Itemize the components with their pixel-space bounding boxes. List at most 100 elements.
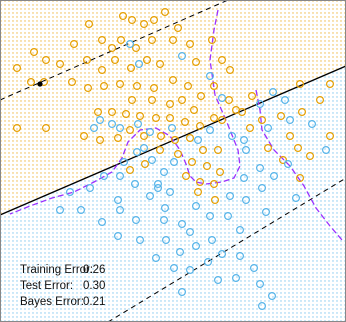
orange-class-point: [128, 16, 137, 25]
orange-class-point: [97, 65, 106, 74]
orange-class-point: [41, 55, 50, 64]
blue-class-point: [160, 168, 169, 177]
blue-class-point: [236, 252, 245, 261]
orange-class-point: [210, 81, 219, 90]
blue-class-point: [115, 123, 124, 132]
orange-class-point: [178, 95, 187, 104]
blue-class-point: [132, 216, 141, 225]
svm-margin-line-1: [0, 0, 229, 101]
orange-class-point: [203, 162, 212, 171]
blue-class-point: [226, 192, 235, 201]
blue-class-point: [270, 172, 279, 181]
orange-class-point: [296, 174, 305, 183]
orange-class-point: [210, 180, 219, 189]
orange-class-point: [116, 35, 125, 44]
orange-class-point: [226, 65, 235, 74]
blue-class-point: [308, 119, 317, 128]
blue-class-point: [242, 146, 251, 155]
blue-class-point: [178, 51, 187, 60]
blue-class-point: [168, 123, 177, 132]
orange-class-point: [150, 83, 159, 92]
blue-class-point: [186, 228, 195, 237]
training-error-label: Training Error:: [20, 264, 94, 276]
orange-class-point: [150, 16, 159, 25]
blue-class-point: [107, 119, 116, 128]
orange-class-point: [174, 24, 183, 33]
orange-class-point: [84, 20, 93, 29]
blue-class-point: [256, 99, 265, 108]
orange-class-point: [296, 79, 305, 88]
orange-class-point: [190, 105, 199, 114]
blue-class-point: [146, 128, 155, 137]
orange-class-point: [186, 39, 195, 48]
orange-class-point: [211, 196, 220, 205]
blue-class-point: [113, 196, 122, 205]
orange-class-point: [264, 144, 273, 153]
orange-class-point: [184, 81, 193, 90]
orange-class-point: [277, 111, 286, 120]
blue-class-point: [161, 204, 170, 213]
orange-class-point: [197, 91, 206, 100]
orange-class-point: [148, 95, 157, 104]
orange-class-point: [218, 115, 227, 124]
orange-class-point: [225, 95, 234, 104]
blue-class-point: [258, 184, 267, 193]
orange-class-point: [161, 8, 170, 17]
orange-class-point: [298, 107, 307, 116]
blue-class-point: [85, 184, 94, 193]
orange-class-point: [208, 35, 217, 44]
orange-class-point: [246, 123, 255, 132]
blue-class-point: [206, 212, 215, 221]
blue-class-point: [204, 258, 213, 267]
blue-class-point: [154, 184, 163, 193]
blue-class-point: [240, 136, 249, 145]
blue-class-point: [176, 248, 185, 257]
orange-class-point: [166, 113, 175, 122]
blue-class-point: [232, 274, 241, 283]
orange-class-point: [171, 136, 180, 145]
orange-class-point: [188, 158, 197, 167]
orange-class-point: [210, 113, 219, 122]
orange-class-point: [141, 160, 150, 169]
orange-class-point: [125, 125, 134, 134]
blue-class-point: [256, 280, 265, 289]
blue-class-point: [218, 93, 227, 102]
orange-class-point: [258, 115, 267, 124]
orange-class-point: [30, 47, 39, 56]
blue-class-point: [256, 164, 265, 173]
orange-class-point: [133, 81, 142, 90]
blue-class-point: [178, 220, 187, 229]
orange-class-point: [128, 95, 137, 104]
test-error-label: Test Error:: [20, 280, 74, 292]
orange-class-point: [95, 136, 104, 145]
orange-class-point: [232, 105, 241, 114]
blue-class-point: [250, 264, 259, 273]
orange-class-point: [216, 168, 225, 177]
orange-class-point: [110, 55, 119, 64]
blue-class-point: [148, 156, 157, 165]
blue-class-point: [192, 202, 201, 211]
orange-class-point: [152, 113, 161, 122]
orange-class-point: [27, 77, 36, 86]
blue-class-point: [281, 95, 290, 104]
orange-class-point: [132, 43, 141, 52]
orange-class-point: [67, 77, 76, 86]
blue-class-point: [292, 194, 301, 203]
blue-class-point: [135, 59, 144, 68]
orange-class-point: [79, 132, 88, 141]
orange-class-point: [13, 63, 22, 72]
orange-class-point: [169, 35, 178, 44]
blue-class-point: [284, 160, 293, 169]
orange-class-point: [286, 132, 295, 141]
bayes-error-label: Bayes Error:: [20, 296, 84, 308]
blue-class-point: [76, 206, 85, 215]
orange-class-point: [136, 111, 145, 120]
blue-class-point: [206, 125, 215, 134]
orange-class-point: [218, 55, 227, 64]
blue-class-point: [166, 188, 175, 197]
orange-class-point: [99, 81, 108, 90]
orange-class-point: [82, 55, 91, 64]
blue-class-point: [194, 136, 203, 145]
training-error-value: 0.26: [83, 264, 106, 276]
support-vector-point: [37, 81, 43, 87]
